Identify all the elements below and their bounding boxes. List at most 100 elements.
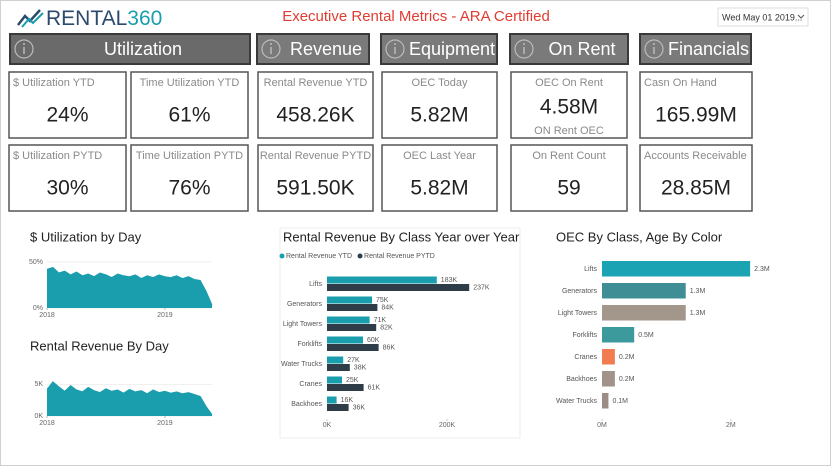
info-icon [644,39,664,59]
x-tick-label: 2M [726,422,736,429]
kpi-card [381,144,498,212]
bar-value-label: 61K [368,385,381,392]
kpi-card [639,144,753,212]
bar [602,327,635,343]
category-label: Cranes [299,381,322,388]
logo-text: RENTAL [46,7,127,30]
nav-tab[interactable] [639,33,752,65]
bar-value-label: 60K [367,337,380,344]
category-label: Backhoes [291,401,322,408]
category-label: Lifts [309,281,322,288]
tab-label: Utilization [104,39,182,59]
bar-value-label: 0.2M [619,354,635,361]
x-tick-label: 2018 [39,312,55,319]
kpi-label: $ Utilization YTD [13,77,95,89]
bar-value-label: 1.3M [690,310,706,317]
x-tick-label: 200K [439,422,456,429]
category-label: Water Trucks [281,361,322,368]
kpi-card [8,71,127,139]
bar [602,261,751,277]
bar-value-label: 2.3M [754,266,770,273]
chart-title: Rental Revenue By Day [30,338,169,353]
bar [327,396,337,404]
info-icon-dot [523,43,525,45]
bar [327,364,350,371]
logo-accent: 360 [127,7,162,30]
y-tick-label: 50% [29,259,43,266]
nav-tab[interactable] [509,33,629,65]
nav-tab[interactable] [380,33,498,65]
kpi-card [381,71,498,139]
bar [327,296,372,304]
category-label: Light Towers [558,310,598,317]
bar [327,316,370,324]
kpi-value: 5.82M [410,104,468,127]
x-tick-label: 0M [597,422,607,429]
bar-value-label: 27K [347,357,360,364]
category-label: Generators [562,288,598,295]
y-tick-label: 5K [34,381,43,388]
x-tick-label: 2018 [39,420,55,427]
date-dropdown[interactable] [717,7,809,27]
info-icon [261,39,281,59]
category-label: Light Towers [283,321,323,328]
kpi-value: 458.26K [276,104,354,127]
kpi-card [130,71,249,139]
bar-value-label: 82K [380,325,393,332]
info-icon-dot [653,43,655,45]
bar-value-label: 16K [341,397,354,404]
kpi-label: On Rent Count [532,150,605,162]
kpi-label: OEC On Rent [535,77,603,89]
bar-value-label: 25K [346,377,359,384]
bar [327,384,364,391]
bar [327,356,344,364]
bar [602,393,609,409]
kpi-label: Casn On Hand [644,77,717,89]
chart-title: Rental Revenue By Class Year over Year [283,229,520,244]
tab-label: Equipment [409,39,495,59]
y-tick-label: 0% [33,305,43,312]
chart-title: OEC By Class, Age By Color [556,229,723,244]
bar-value-label: 0.1M [612,398,628,405]
bar-value-label: 0.5M [638,332,654,339]
bar [327,376,342,384]
bar [327,404,349,411]
bar [327,336,363,344]
tab-label: Financials [668,39,749,59]
nav-tab[interactable] [9,33,251,65]
bar-value-label: 36K [353,405,366,412]
kpi-label: Rental Revenue YTD [264,77,368,89]
kpi-label: Time Utilization PYTD [136,150,243,162]
kpi-value: 28.85M [661,177,731,200]
logo: RENTAL360 [46,7,162,30]
kpi-card [510,144,628,212]
area-fill [47,381,212,416]
legend-swatch [357,253,363,259]
kpi-value: 76% [168,177,210,200]
kpi-label: $ Utilization PYTD [13,150,102,162]
bar [327,344,379,351]
legend-label: Rental Revenue PYTD [364,253,435,260]
bar [327,276,437,284]
kpi-value: 165.99M [655,104,737,127]
info-icon-dot [394,43,396,45]
category-label: Forklifts [298,341,323,348]
info-icon-dot [23,43,25,45]
bar-value-label: 1.3M [690,288,706,295]
chart-frame [279,227,521,439]
x-tick-label: 0K [323,422,332,429]
kpi-label: OEC Today [411,77,468,89]
bar [602,349,615,365]
bar-value-label: 75K [376,297,389,304]
area-line [46,266,213,306]
kpi-value: 4.58M [540,96,598,119]
kpi-label: Rental Revenue PYTD [260,150,371,162]
bar [602,371,615,387]
info-icon [385,39,405,59]
bar [327,304,378,311]
nav-tab[interactable] [256,33,370,65]
bar-value-label: 71K [374,317,387,324]
info-icon-dot [270,43,272,45]
category-label: Generators [287,301,323,308]
page-title: Executive Rental Metrics - ARA Certified [282,8,550,25]
